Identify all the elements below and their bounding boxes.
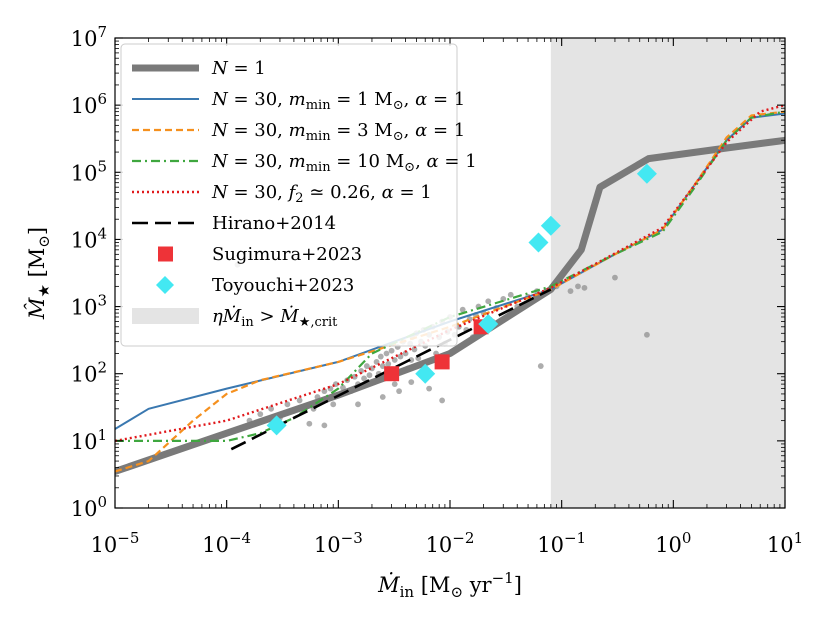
gray-scatter-point [485,298,492,305]
y-tick-label: 107 [71,23,107,51]
gray-scatter-point [321,422,328,429]
y-tick-label: 105 [71,157,107,185]
toyouchi-marker [266,415,287,436]
y-tick-label: 102 [71,359,107,387]
series-line [115,110,785,442]
legend-swatch [132,308,199,324]
gray-scatter-point [575,283,581,290]
y-tick-label: 104 [71,224,107,252]
gray-scatter-point [355,401,361,408]
legend-swatch [158,246,173,262]
x-tick-label: 10−2 [426,529,475,557]
gray-scatter-point [268,405,275,412]
gray-scatter-point [358,368,365,374]
gray-scatter-point [567,288,574,294]
gray-scatter-point [644,331,650,338]
gray-scatter-point [330,401,337,408]
y-axis-title: M̂★ [M⊙] [25,227,53,320]
gray-scatter-point [385,361,392,367]
gray-scatter-point [379,394,386,400]
gray-scatter-point [321,388,328,395]
gray-scatter-point [459,306,466,313]
gray-scatter-point [257,411,264,418]
y-tick-label: 103 [71,292,107,320]
legend: N = 1 N = 30, mmin = 1 M⊙, α = 1 N = 30, m… [120,43,477,347]
gray-scatter-point [361,375,367,382]
legend-label: Sugimura+2023 [212,244,362,265]
sugimura-marker [384,366,400,382]
x-tick-label: 10−4 [202,529,251,557]
toyouchi-marker [528,232,549,253]
gray-scatter-point [408,357,415,363]
gray-scatter-point [296,397,303,404]
x-tick-label: 10−5 [91,529,140,557]
gray-scatter-point [426,385,433,392]
x-tick-label: 10−1 [537,529,586,557]
gray-scatter-point [396,388,402,395]
legend-label: ηṀin > Ṁ★,crit [212,304,338,330]
gray-scatter-point [363,363,370,369]
gray-scatter-point [581,284,588,291]
gray-scatter-point [306,420,313,427]
gray-scatter-point [408,379,415,386]
toyouchi-marker [540,215,561,236]
series-lines-layer [115,103,785,475]
series-line [115,103,785,443]
x-tick-label: 10−3 [314,529,363,557]
series-line [115,110,785,473]
series-line [115,136,785,475]
toyouchi-marker [636,163,657,184]
gray-scatter-point [612,274,618,281]
gray-scatter-point [411,346,418,353]
legend-label: N = 30, mmin = 3 M⊙, α = 1 [211,120,465,144]
legend-swatch [156,276,174,294]
shaded-region-layer [550,38,785,508]
gray-scatter-point [507,291,514,298]
x-tick-label: 100 [655,529,691,557]
x-tick-label: 101 [767,529,803,557]
x-axis-title: Ṁin [M⊙ yr−1] [377,569,522,601]
gray-scatter-point [537,363,544,369]
legend-label: N = 1 [211,58,266,79]
toyouchi-marker [478,314,499,335]
legend-label: N = 30, mmin = 1 M⊙, α = 1 [211,89,465,113]
y-tick-label: 101 [71,426,107,454]
legend-label: Hirano+2014 [212,213,336,234]
gray-scatter-point [366,372,373,379]
gray-scatter-point [383,350,390,357]
markers-layer [266,163,657,436]
y-tick-label: 106 [71,90,107,118]
legend-label: Toyouchi+2023 [212,275,354,296]
gray-scatter-point [377,353,384,360]
legend-box [120,43,458,347]
gray-scatter-point [397,353,404,360]
gray-scatter-point [284,401,291,408]
legend-label: N = 30, mmin = 10 M⊙, α = 1 [211,151,477,175]
gray-scatter-point [391,381,398,388]
gray-scatter-point [373,358,380,365]
toyouchi-marker [415,363,436,384]
gray-scatter-point [388,347,395,354]
series-line [230,288,552,451]
shaded-region [550,38,785,508]
gray-scatter-point [439,397,446,404]
legend-label: N = 30, f2 ≃ 0.26, α = 1 [211,182,432,206]
y-tick-label: 100 [71,493,107,521]
sugimura-marker [434,354,450,370]
